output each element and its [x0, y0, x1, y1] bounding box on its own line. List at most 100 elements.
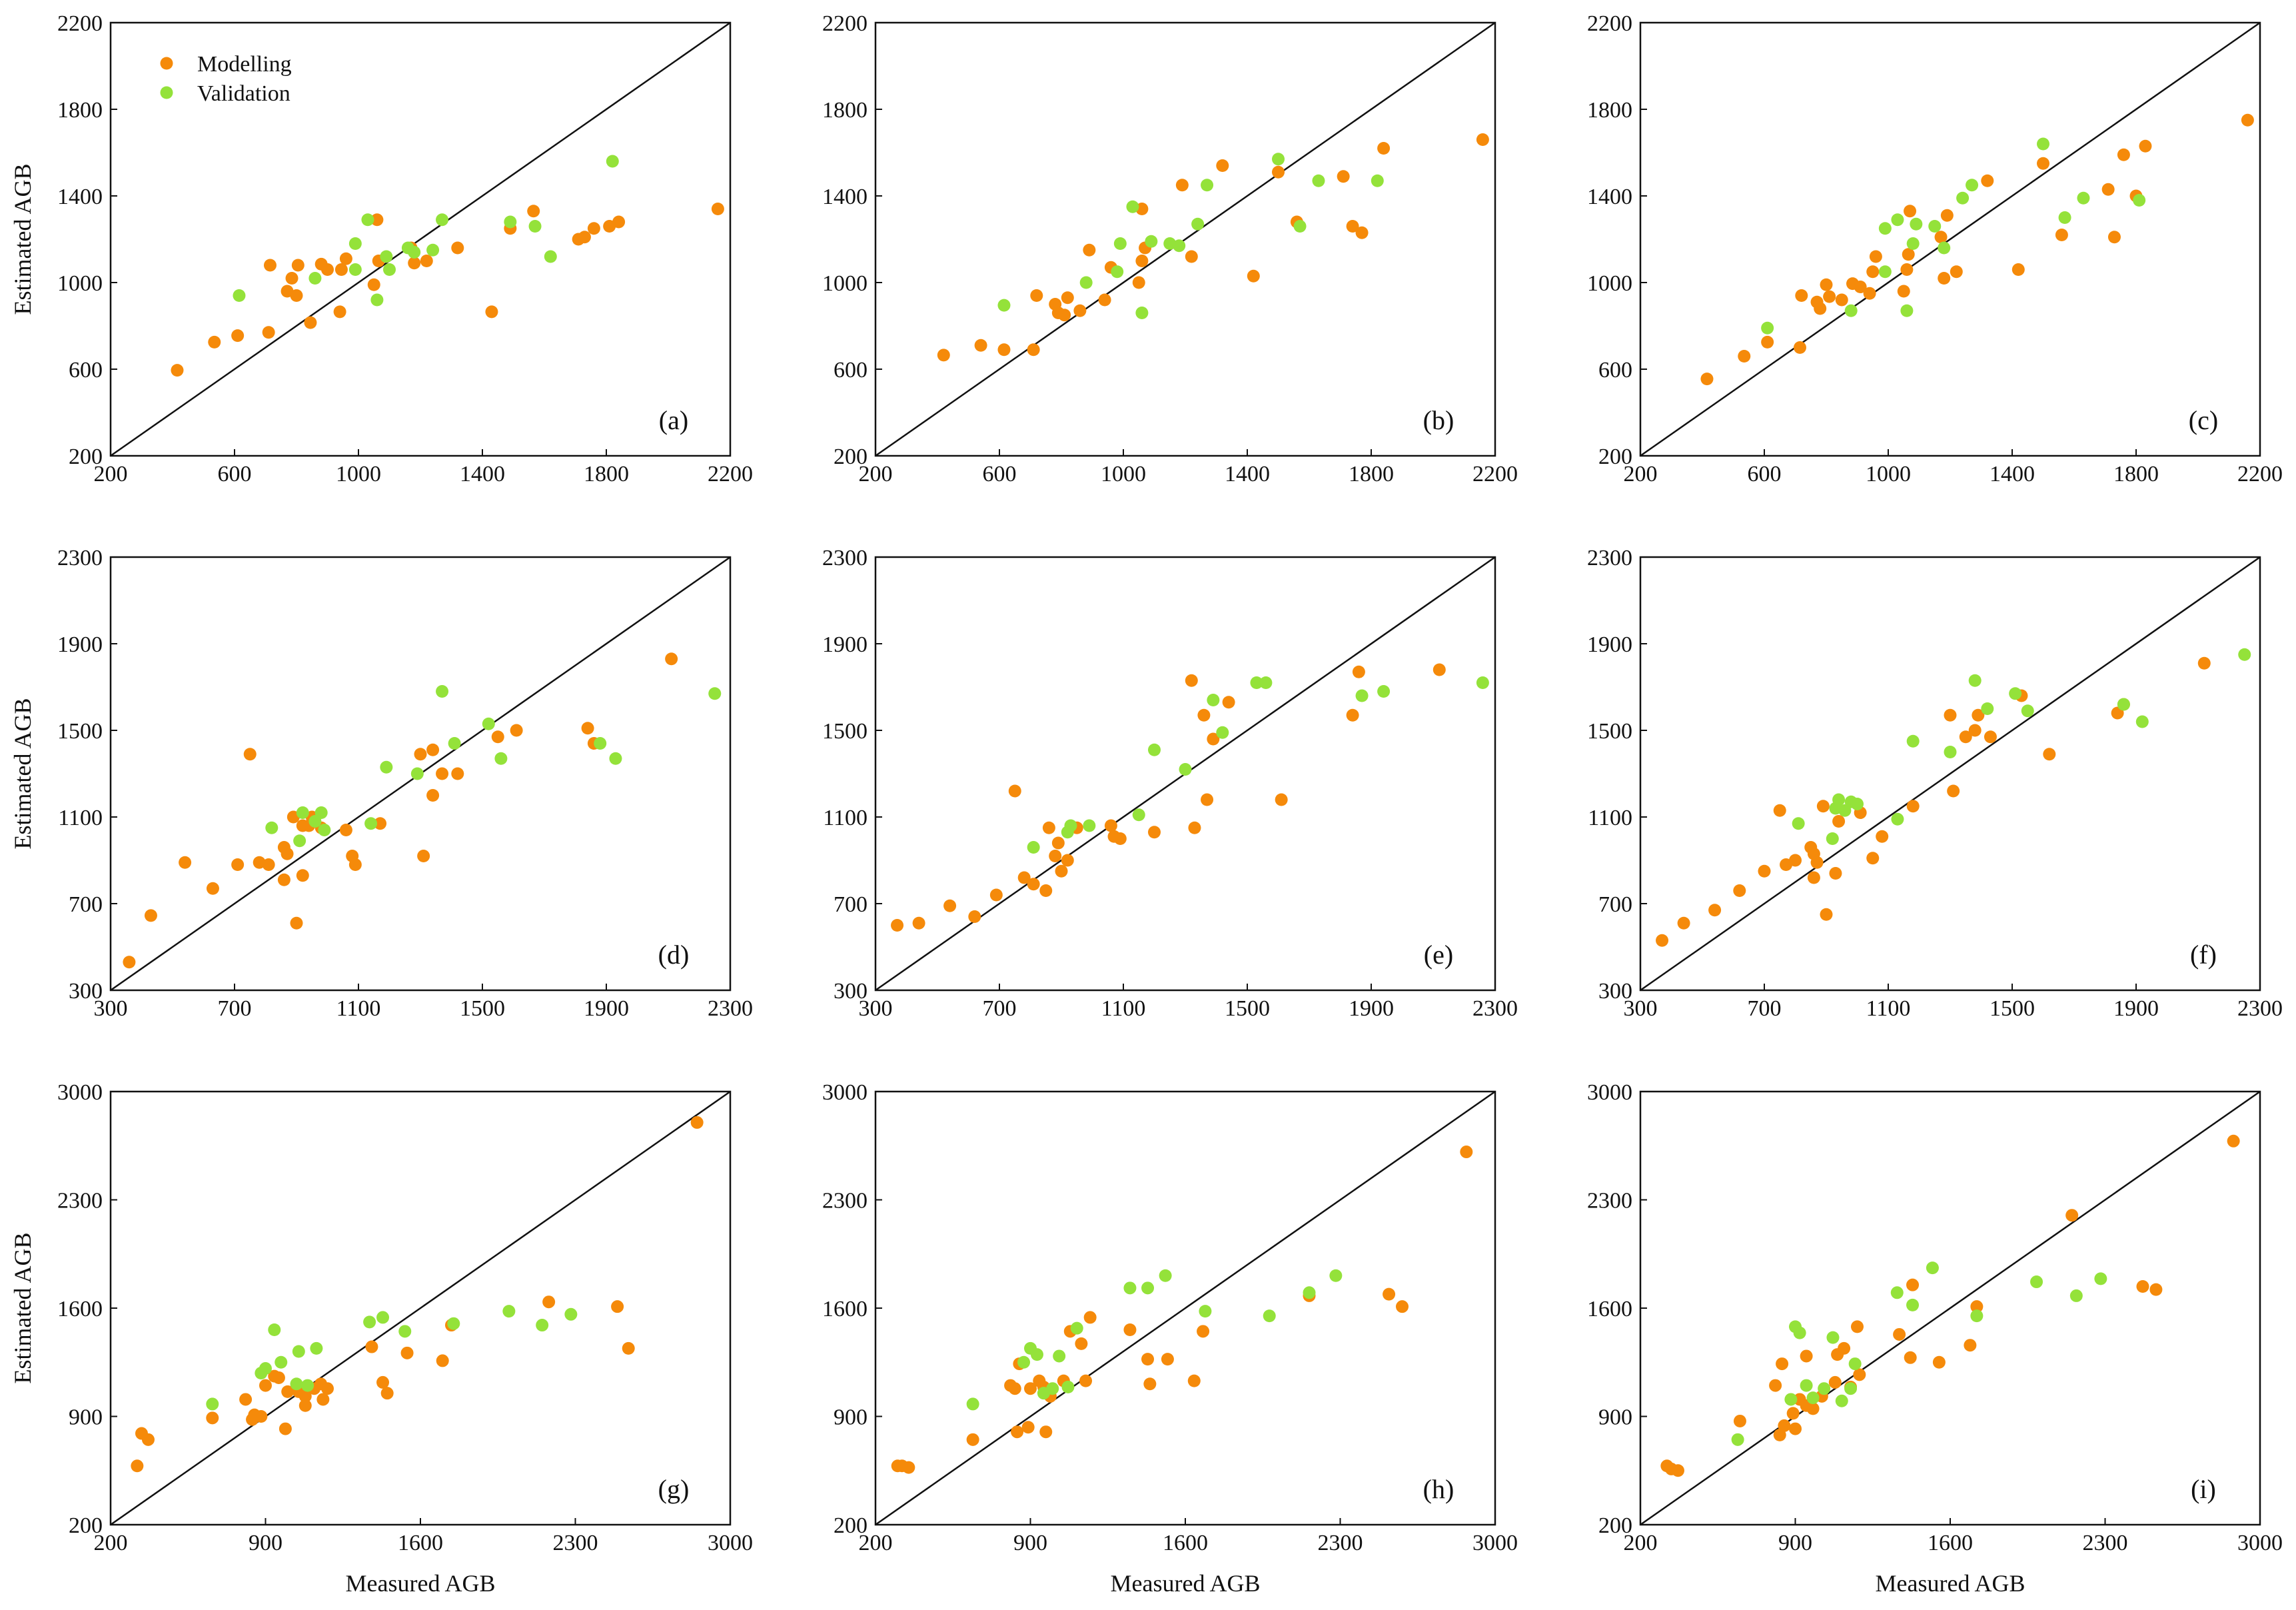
validation-point — [1731, 1433, 1744, 1446]
x-tick-label: 1600 — [398, 1531, 443, 1555]
y-tick-label: 1800 — [1587, 98, 1632, 123]
series-validation — [233, 155, 619, 307]
modelling-point — [1947, 784, 1960, 798]
modelling-point — [527, 205, 540, 218]
one-to-one-line — [1640, 556, 2261, 992]
modelling-point — [1904, 205, 1917, 218]
legend-modelling-marker — [160, 57, 173, 70]
x-tick-label: 600 — [983, 462, 1017, 486]
modelling-point — [417, 850, 430, 862]
x-tick-label: 2200 — [1472, 462, 1518, 486]
modelling-point — [1075, 1337, 1088, 1350]
legend-validation-marker — [160, 86, 173, 99]
modelling-point — [1769, 1379, 1782, 1392]
x-tick-label: 1900 — [2113, 996, 2159, 1021]
modelling-point — [1829, 867, 1842, 880]
modelling-point — [1011, 1425, 1024, 1439]
modelling-point — [1187, 1374, 1201, 1387]
validation-point — [383, 263, 396, 276]
validation-point — [361, 213, 374, 227]
modelling-point — [2117, 148, 2130, 161]
modelling-point — [426, 743, 440, 756]
modelling-point — [1017, 871, 1031, 884]
validation-point — [268, 1323, 281, 1336]
validation-point — [293, 834, 306, 848]
y-tick-label: 2200 — [822, 11, 867, 36]
modelling-point — [997, 343, 1011, 357]
validation-point — [1793, 1326, 1806, 1339]
validation-point — [1303, 1286, 1316, 1299]
y-tick-label: 3000 — [57, 1080, 103, 1105]
validation-point — [1826, 1331, 1840, 1344]
modelling-point — [408, 257, 421, 270]
validation-point — [1844, 1382, 1858, 1395]
modelling-point — [937, 349, 950, 362]
validation-point — [1132, 808, 1145, 822]
x-tick-label: 2300 — [708, 996, 753, 1021]
validation-point — [2094, 1272, 2107, 1285]
modelling-point — [1900, 263, 1914, 276]
modelling-point — [348, 858, 362, 871]
panel-b: 200 600 1000 1400 1800 2200 200 600 1000 1400 1800… — [822, 11, 1518, 486]
modelling-point — [1816, 800, 1830, 813]
validation-point — [1263, 1309, 1276, 1323]
modelling-point — [1838, 1341, 1851, 1355]
y-tick-label: 900 — [834, 1405, 867, 1430]
y-tick-label: 300 — [1598, 979, 1632, 1004]
validation-point — [348, 263, 362, 276]
modelling-point — [1810, 856, 1824, 869]
y-tick-label: 1600 — [1587, 1297, 1632, 1321]
modelling-point — [1346, 708, 1359, 722]
modelling-point — [277, 873, 290, 886]
series-modelling — [123, 652, 678, 969]
y-tick-label: 200 — [1598, 444, 1632, 469]
validation-point — [1061, 1380, 1075, 1393]
validation-point — [1216, 726, 1229, 739]
modelling-point — [902, 1461, 915, 1474]
modelling-point — [711, 203, 724, 215]
modelling-point — [1132, 276, 1145, 289]
y-tick-label: 600 — [1598, 358, 1632, 383]
modelling-point — [1098, 293, 1111, 307]
modelling-point — [1793, 341, 1806, 354]
modelling-point — [1222, 696, 1235, 709]
modelling-point — [1904, 1351, 1917, 1364]
validation-point — [536, 1319, 549, 1332]
modelling-point — [1061, 854, 1074, 867]
modelling-point — [1049, 850, 1062, 862]
modelling-point — [1823, 290, 1836, 303]
validation-point — [426, 243, 440, 257]
modelling-point — [2101, 183, 2115, 196]
x-tick-label: 1100 — [1101, 996, 1146, 1021]
x-tick-label: 1600 — [1928, 1531, 1973, 1555]
modelling-point — [1061, 291, 1074, 305]
validation-point — [292, 1345, 305, 1358]
modelling-point — [2139, 139, 2152, 153]
modelling-point — [1197, 1325, 1210, 1338]
validation-point — [1135, 307, 1149, 319]
y-tick-label: 2300 — [822, 1189, 867, 1213]
modelling-point — [1201, 793, 1214, 806]
validation-point — [1851, 798, 1864, 810]
x-tick-label: 600 — [1748, 462, 1782, 486]
modelling-point — [1932, 1355, 1946, 1369]
validation-point — [564, 1307, 578, 1321]
x-tick-label: 200 — [1624, 462, 1658, 486]
validation-point — [265, 821, 279, 834]
modelling-point — [1934, 231, 1948, 244]
validation-point — [504, 215, 517, 229]
validation-point — [301, 1379, 314, 1392]
modelling-point — [144, 909, 157, 922]
modelling-point — [1866, 265, 1880, 279]
x-tick-label: 2200 — [2237, 462, 2283, 486]
modelling-point — [321, 263, 334, 276]
y-tick-label: 900 — [69, 1405, 103, 1430]
modelling-point — [339, 824, 352, 836]
validation-point — [380, 760, 393, 774]
y-tick-label: 1500 — [57, 719, 103, 744]
y-tick-label: 600 — [834, 358, 867, 383]
modelling-point — [1789, 1422, 1802, 1435]
modelling-point — [1968, 724, 1982, 737]
modelling-point — [2107, 231, 2121, 244]
x-tick-label: 300 — [1624, 996, 1658, 1021]
